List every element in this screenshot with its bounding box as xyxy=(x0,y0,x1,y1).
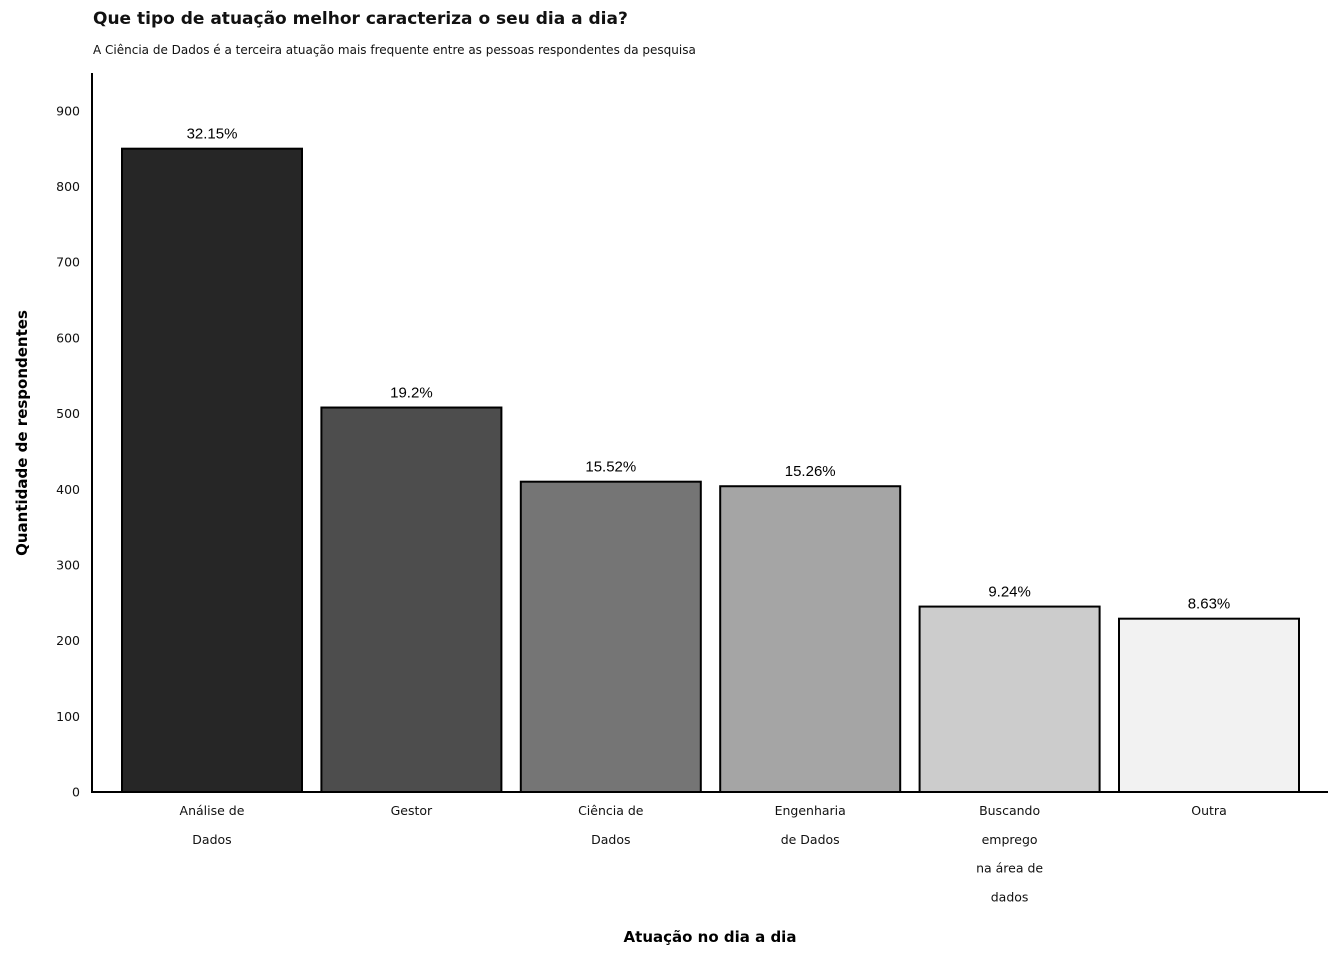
bar-value-label: 19.2% xyxy=(390,385,433,402)
bar xyxy=(121,147,303,793)
x-tick-label: Engenharia de Dados xyxy=(775,803,846,847)
x-tick-label: Gestor xyxy=(391,803,433,818)
bar xyxy=(1118,617,1300,794)
x-axis-ticks: Análise de Dados Gestor Ciência de Dados Enge… xyxy=(180,803,1227,904)
y-tick-label: 100 xyxy=(56,709,80,724)
y-tick-label: 400 xyxy=(56,482,80,497)
x-tick-label: Outra xyxy=(1191,803,1226,818)
x-axis-title: Atuação no dia a dia xyxy=(624,928,797,946)
y-tick-label: 200 xyxy=(56,633,80,648)
x-tick-label: Buscando emprego na área de dados xyxy=(976,803,1043,904)
bar-value-label: 8.63% xyxy=(1188,596,1231,613)
bar-value-label: 15.26% xyxy=(785,463,836,480)
bar xyxy=(519,480,702,793)
y-tick-label: 0 xyxy=(72,785,80,800)
y-tick-label: 900 xyxy=(56,103,80,118)
bar-value-label: 15.52% xyxy=(585,459,636,476)
y-tick-label: 300 xyxy=(56,557,80,572)
y-tick-label: 800 xyxy=(56,179,80,194)
bar-value-label: 32.15% xyxy=(187,126,238,143)
y-tick-label: 600 xyxy=(56,330,80,345)
bars-group xyxy=(121,147,1300,794)
x-tick-label: Análise de Dados xyxy=(180,803,245,847)
bar-labels-group: 32.15% 19.2% 15.52% 15.26% 9.24% 8.63% xyxy=(187,126,1231,613)
x-tick-label: Ciência de Dados xyxy=(578,803,644,847)
bar xyxy=(320,406,503,793)
y-axis-ticks: 0 100 200 300 400 500 600 700 800 900 xyxy=(56,103,80,799)
bar xyxy=(918,605,1101,793)
chart-title: Que tipo de atuação melhor caracteriza o… xyxy=(93,9,628,29)
y-tick-label: 500 xyxy=(56,406,80,421)
bar xyxy=(719,485,902,793)
y-axis-title: Quantidade de respondentes xyxy=(13,310,31,556)
y-tick-label: 700 xyxy=(56,255,80,270)
chart-subtitle: A Ciência de Dados é a terceira atuação … xyxy=(93,43,696,57)
bar-value-label: 9.24% xyxy=(988,584,1031,601)
